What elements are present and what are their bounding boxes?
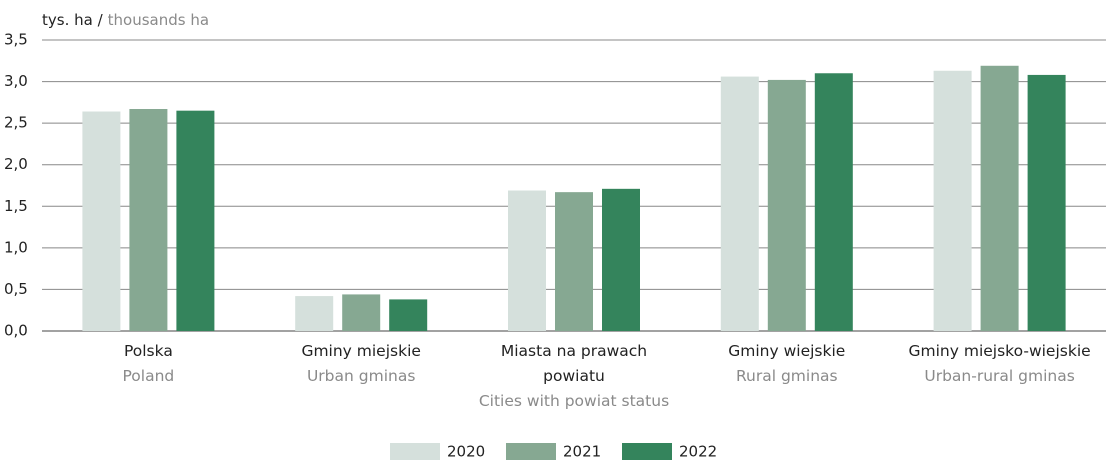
bar bbox=[176, 110, 215, 332]
x-tick-label-group: Gminy miejskie Urban gminas bbox=[261, 339, 461, 389]
x-tick-label-group: Gminy wiejskie Rural gminas bbox=[687, 339, 887, 389]
bar bbox=[508, 190, 546, 331]
x-tick-label-en: Urban-rural gminas bbox=[924, 367, 1075, 385]
y-tick-label: 1,0 bbox=[4, 238, 28, 256]
bar bbox=[933, 70, 972, 332]
y-tick-label: 1,5 bbox=[4, 197, 28, 215]
x-tick-label: Gminy wiejskie bbox=[728, 342, 846, 360]
bar bbox=[602, 188, 640, 331]
bar bbox=[82, 111, 121, 331]
y-axis-label: tys. ha / thousands ha bbox=[42, 11, 209, 29]
bar bbox=[295, 296, 334, 331]
legend-swatch bbox=[506, 443, 556, 460]
bar bbox=[342, 294, 381, 331]
bar bbox=[129, 109, 168, 331]
legend-swatch bbox=[390, 443, 440, 460]
bar bbox=[720, 76, 759, 331]
y-tick-label: 3,0 bbox=[4, 72, 28, 90]
x-tick-label: Gminy miejskie bbox=[301, 342, 421, 360]
y-tick-label: 3,5 bbox=[4, 31, 28, 49]
x-tick-label: Miasta na prawach powiatu bbox=[500, 342, 648, 385]
x-tick-label: Gminy miejsko-wiejskie bbox=[908, 342, 1091, 360]
legend-label: 2022 bbox=[679, 443, 717, 460]
x-tick-label-en: Urban gminas bbox=[306, 367, 416, 385]
legend-swatch bbox=[622, 443, 672, 460]
x-tick-label-en: Cities with powiat status bbox=[478, 392, 670, 410]
legend-label: 2020 bbox=[447, 443, 485, 460]
bar bbox=[980, 65, 1019, 331]
y-label-en: thousands ha bbox=[108, 11, 209, 29]
y-tick-label: 2,5 bbox=[4, 114, 28, 132]
bar bbox=[1027, 74, 1066, 332]
x-tick-label-en: Poland bbox=[122, 367, 175, 385]
x-tick-label-en: Rural gminas bbox=[735, 367, 838, 385]
x-tick-label-group: Miasta na prawach powiatu Cities with pow… bbox=[474, 339, 674, 414]
bar bbox=[767, 79, 806, 331]
y-tick-label: 2,0 bbox=[4, 155, 28, 173]
x-tick-label-group: Gminy miejsko-wiejskie Urban-rural gminas bbox=[900, 339, 1100, 389]
legend-label: 2021 bbox=[563, 443, 601, 460]
bar bbox=[555, 192, 593, 331]
y-tick-label: 0,0 bbox=[4, 322, 28, 340]
x-tick-label: Polska bbox=[123, 342, 173, 360]
y-tick-label: 0,5 bbox=[4, 280, 28, 298]
bar bbox=[814, 73, 853, 331]
x-tick-label-group: Polska Poland bbox=[48, 339, 248, 389]
bar bbox=[389, 299, 428, 331]
y-label-pl: tys. ha / bbox=[42, 11, 104, 29]
